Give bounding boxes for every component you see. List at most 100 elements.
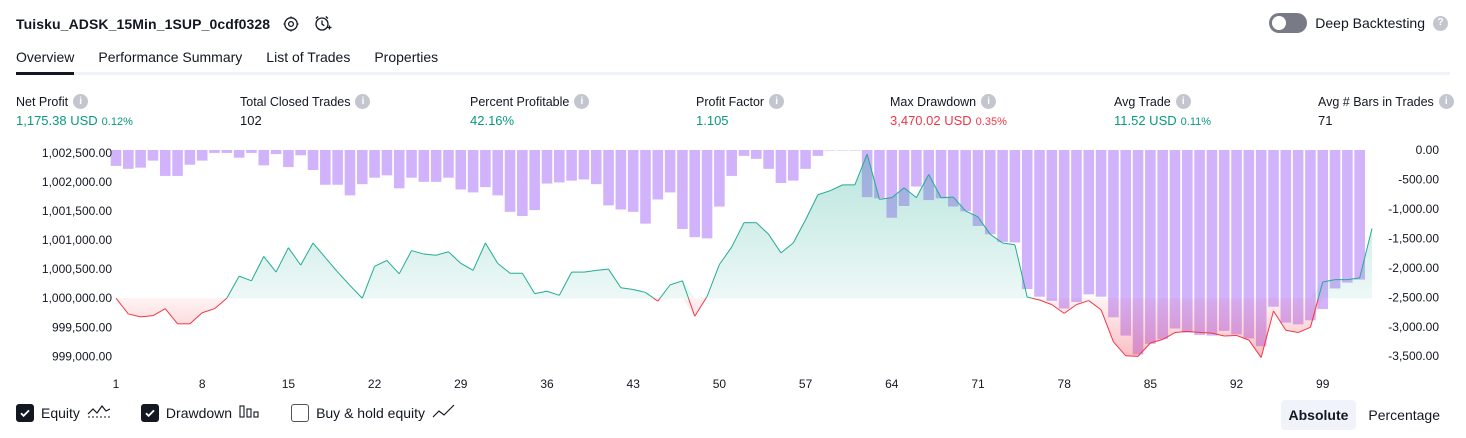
- drawdown-bar: [812, 150, 824, 156]
- drawdown-bar: [689, 150, 701, 238]
- settings-gear-icon[interactable]: [280, 13, 302, 35]
- info-icon[interactable]: i: [1175, 94, 1191, 109]
- metric-label: Max Drawdown: [890, 94, 977, 109]
- drawdown-bar: [1009, 150, 1021, 243]
- drawdown-bar: [1206, 150, 1218, 336]
- metric-profit-factor: Profit Factor i 1.105: [696, 94, 785, 128]
- tab-performance-summary[interactable]: Performance Summary: [98, 49, 243, 65]
- info-icon[interactable]: i: [769, 94, 785, 109]
- drawdown-bar: [664, 150, 676, 193]
- x-axis-tick-label: 85: [1144, 377, 1158, 391]
- tab-bar: Overview Performance Summary List of Tra…: [16, 44, 1450, 75]
- drawdown-bar: [344, 150, 356, 196]
- drawdown-bar: [480, 150, 491, 188]
- equity-line-segment: [497, 262, 511, 274]
- drawdown-bar: [726, 150, 737, 176]
- x-axis-tick-label: 29: [454, 377, 468, 391]
- drawdown-bar: [984, 150, 996, 235]
- x-axis-tick-label: 92: [1230, 377, 1244, 391]
- drawdown-bar: [1354, 150, 1365, 280]
- metrics-row: Net Profit i 1,175.38 USD 0.12% Total Clos…: [0, 94, 1466, 134]
- equity-line-segment: [1236, 334, 1250, 341]
- drawdown-bar: [320, 150, 331, 185]
- equity-line-segment: [780, 242, 794, 254]
- equity-line-segment: [140, 315, 153, 318]
- left-axis-tick-label: 999,500.00: [52, 320, 112, 334]
- equity-line-segment: [152, 308, 166, 317]
- metric-label: Avg Trade: [1114, 94, 1171, 109]
- equity-line-segment: [731, 222, 745, 248]
- drawdown-bar: [677, 150, 688, 229]
- drawdown-bar: [935, 150, 947, 199]
- equity-line-segment: [718, 246, 733, 265]
- left-axis-tick-label: 999,000.00: [52, 349, 112, 363]
- alert-clock-icon[interactable]: [312, 13, 334, 35]
- info-icon[interactable]: i: [73, 94, 89, 109]
- x-axis-tick-label: 1: [113, 377, 120, 391]
- drawdown-bar: [233, 150, 245, 158]
- drawdown-bar: [332, 150, 343, 185]
- left-axis-tick-label: 1,001,500.00: [42, 204, 112, 218]
- metric-value: 1,175.38 USD: [16, 113, 98, 128]
- chart-legend: Equity Drawdown Buy & hold equity: [16, 403, 486, 422]
- drawdown-bar: [1305, 150, 1316, 321]
- equity-checkbox[interactable]: [16, 403, 34, 422]
- equity-line-segment: [263, 256, 277, 273]
- percentage-button[interactable]: Percentage: [1368, 407, 1440, 423]
- drawdown-bar: [270, 150, 282, 155]
- equity-line-segment: [688, 298, 696, 317]
- drawdown-bar: [159, 150, 171, 176]
- drawdown-bar: [393, 150, 405, 189]
- buy-hold-checkbox[interactable]: [291, 403, 310, 422]
- equity-line-segment: [659, 284, 671, 299]
- tab-overview[interactable]: Overview: [16, 44, 75, 75]
- equity-line-segment: [546, 290, 560, 296]
- strategy-title: Tuisku_ADSK_15Min_1SUP_0cdf0328: [16, 16, 271, 32]
- drawdown-bar: [258, 150, 270, 166]
- drawdown-bar: [529, 150, 540, 211]
- equity-line-segment: [448, 251, 462, 264]
- drawdown-checkbox[interactable]: [140, 403, 159, 422]
- x-axis-tick-label: 36: [540, 377, 554, 391]
- equity-line-segment: [349, 285, 363, 299]
- equity-line-segment: [706, 264, 720, 297]
- drawdown-bar: [775, 150, 787, 183]
- info-icon[interactable]: i: [1438, 94, 1454, 109]
- info-icon[interactable]: i: [981, 94, 997, 109]
- tab-list-of-trades[interactable]: List of Trades: [266, 49, 351, 65]
- strategy-header: Tuisku_ADSK_15Min_1SUP_0cdf0328: [16, 12, 334, 36]
- legend-drawdown[interactable]: Drawdown: [140, 403, 261, 422]
- tab-properties[interactable]: Properties: [374, 49, 439, 65]
- equity-line-segment: [287, 247, 302, 266]
- drawdown-bar: [184, 150, 196, 165]
- drawdown-bar: [1218, 150, 1230, 331]
- metric-value: 102: [240, 113, 262, 128]
- deep-backtesting-toggle[interactable]: [1269, 13, 1308, 33]
- equity-line-segment: [1125, 355, 1139, 357]
- equity-line-segment: [202, 308, 215, 314]
- drawdown-bar: [578, 150, 590, 180]
- info-icon[interactable]: i: [574, 94, 590, 109]
- info-icon[interactable]: i: [355, 94, 371, 109]
- equity-line-segment: [1248, 339, 1262, 358]
- toggle-knob: [1272, 16, 1287, 30]
- drawdown-bar: [787, 150, 799, 181]
- drawdown-bar: [295, 150, 306, 156]
- equity-line-segment: [817, 190, 831, 196]
- equity-line-segment: [164, 308, 178, 325]
- drawdown-bar: [1021, 150, 1033, 290]
- equity-line-segment: [1309, 298, 1319, 328]
- right-axis-tick-label: -1,500.00: [1388, 231, 1439, 245]
- metric-max-drawdown: Max Drawdown i 3,470.02 USD 0.35%: [890, 94, 1007, 128]
- equity-line-segment: [891, 187, 905, 199]
- drawdown-bar: [898, 150, 910, 206]
- absolute-button[interactable]: Absolute: [1280, 400, 1357, 430]
- help-icon[interactable]: ?: [1433, 15, 1448, 31]
- left-axis-tick-label: 1,002,000.00: [42, 175, 112, 189]
- drawdown-bar: [751, 150, 762, 159]
- equity-line-segment: [952, 196, 967, 212]
- legend-buy-hold[interactable]: Buy & hold equity: [291, 403, 456, 422]
- equity-line-segment: [337, 271, 351, 286]
- drawdown-bar: [1058, 150, 1070, 309]
- legend-equity[interactable]: Equity: [16, 403, 111, 422]
